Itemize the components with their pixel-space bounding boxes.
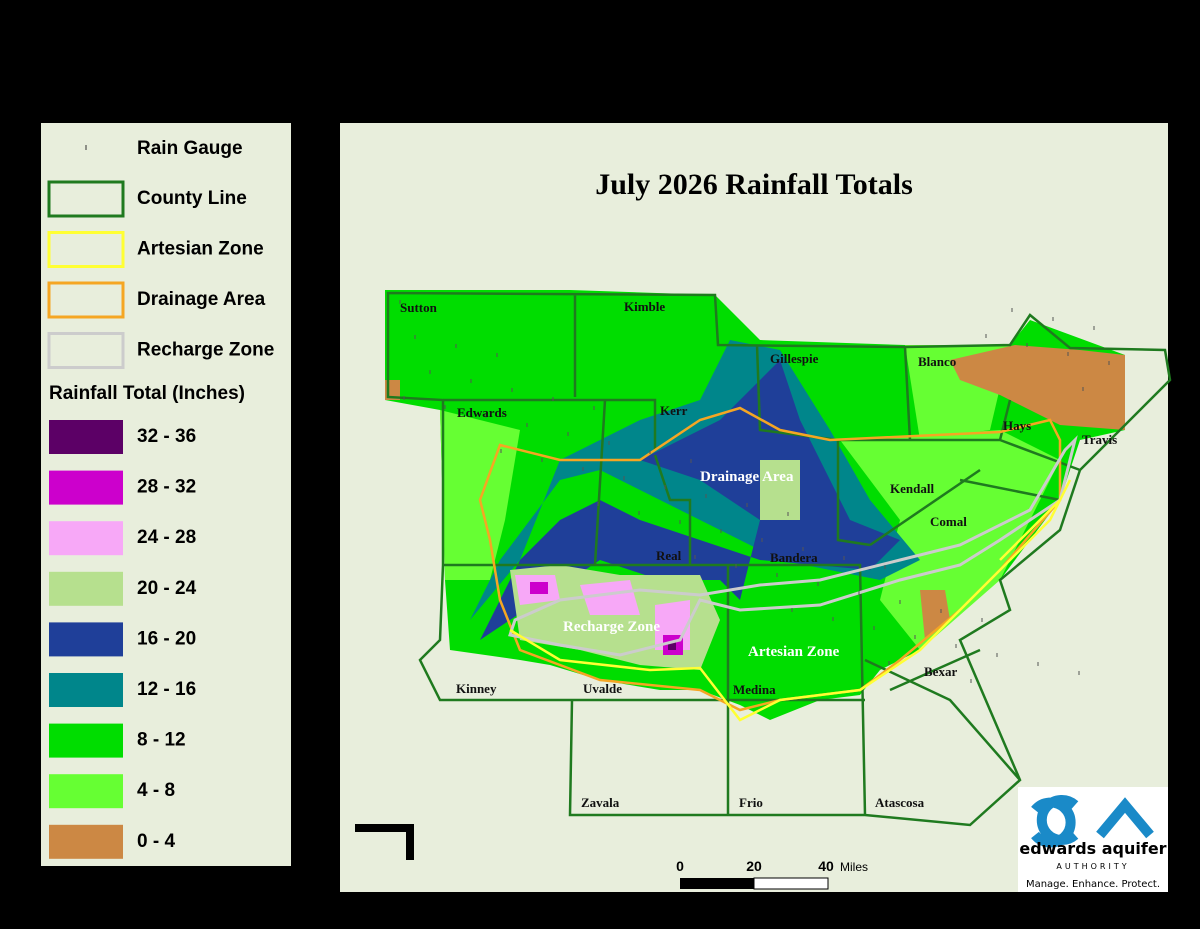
legend-label: 8 - 12: [137, 730, 186, 751]
rain-area: [920, 590, 950, 640]
county-label: Blanco: [918, 354, 956, 369]
rain-area: [580, 580, 640, 615]
county-label: Edwards: [457, 405, 507, 420]
legend-symbol: [47, 231, 125, 268]
legend-swatch: [49, 521, 123, 556]
rain-gauges: [399, 300, 1110, 683]
county-label: Medina: [733, 682, 776, 697]
legend-label: 28 - 32: [137, 477, 196, 498]
legend-label: Artesian Zone: [137, 239, 264, 260]
legend-label: 0 - 4: [137, 831, 175, 852]
legend-label: 24 - 28: [137, 527, 196, 548]
legend-swatch: [49, 774, 123, 809]
rain-area: [440, 410, 520, 580]
county-label: Kendall: [890, 481, 934, 496]
rainfall-surface: [385, 290, 1125, 720]
county-label: Comal: [930, 514, 967, 529]
legend-label: 32 - 36: [137, 426, 196, 447]
county-label: Bexar: [924, 664, 957, 679]
legend-label: 20 - 24: [137, 578, 197, 599]
legend-swatch: [49, 723, 123, 758]
zone-label: Artesian Zone: [748, 644, 840, 660]
county-label: Zavala: [581, 795, 620, 810]
scale-label: 20: [746, 858, 762, 874]
legend-label: Drainage Area: [137, 289, 266, 310]
artesian-boundary: [509, 479, 1072, 722]
county-label: Travis: [1082, 432, 1117, 447]
rain-area: [760, 460, 800, 520]
legend-label: 16 - 20: [137, 628, 196, 649]
rain-area: [668, 642, 676, 650]
county-label: Uvalde: [583, 681, 622, 696]
county-label: Atascosa: [875, 795, 925, 810]
logo-name: edwards aquifer: [1019, 839, 1166, 858]
legend-swatch: [49, 673, 123, 707]
legend-swatch: [49, 571, 123, 606]
county-label: Sutton: [400, 300, 438, 315]
rain-area: [840, 430, 1060, 650]
scale-label: 40: [818, 858, 834, 874]
logo-mark: [1031, 795, 1154, 848]
zone-label: Drainage Area: [700, 469, 794, 485]
legend-swatch: [49, 622, 123, 657]
legend-label: 12 - 16: [137, 679, 196, 700]
county-label: Kimble: [624, 299, 665, 314]
zone-label: Recharge Zone: [563, 619, 660, 635]
map-title: July 2026 Rainfall Totals: [595, 168, 913, 201]
scale-unit: Miles: [840, 860, 868, 874]
legend-label: County Line: [137, 188, 247, 209]
legend-label: Recharge Zone: [137, 340, 274, 361]
legend-swatch: [49, 420, 123, 454]
legend-symbol: [47, 281, 125, 319]
legend-symbol: [47, 332, 125, 369]
county-label: Hays: [1003, 418, 1031, 433]
county-label: Kerr: [660, 403, 688, 418]
scale-bar: [753, 877, 829, 890]
legend-label: 4 - 8: [137, 780, 175, 801]
county-label: Bandera: [770, 550, 818, 565]
scale-bar: [680, 878, 754, 889]
legend-swatch: [49, 824, 123, 859]
county-label: Gillespie: [770, 351, 819, 366]
legend-swatch: [49, 470, 123, 505]
rain-area: [950, 345, 1125, 430]
boundaries: [386, 291, 1172, 827]
logo-sub: AUTHORITY: [1056, 862, 1129, 871]
rain-area: [530, 582, 548, 594]
legend-heading: Rainfall Total (Inches): [49, 383, 245, 404]
county-label: Real: [656, 548, 682, 563]
county-label: Kinney: [456, 681, 497, 696]
logo-tagline: Manage. Enhance. Protect.: [1026, 879, 1160, 890]
county-label: Frio: [739, 795, 763, 810]
scale-label: 0: [676, 858, 684, 874]
legend-symbol: [47, 180, 125, 218]
north-arrow: [355, 824, 414, 860]
legend-label: Rain Gauge: [137, 138, 243, 159]
